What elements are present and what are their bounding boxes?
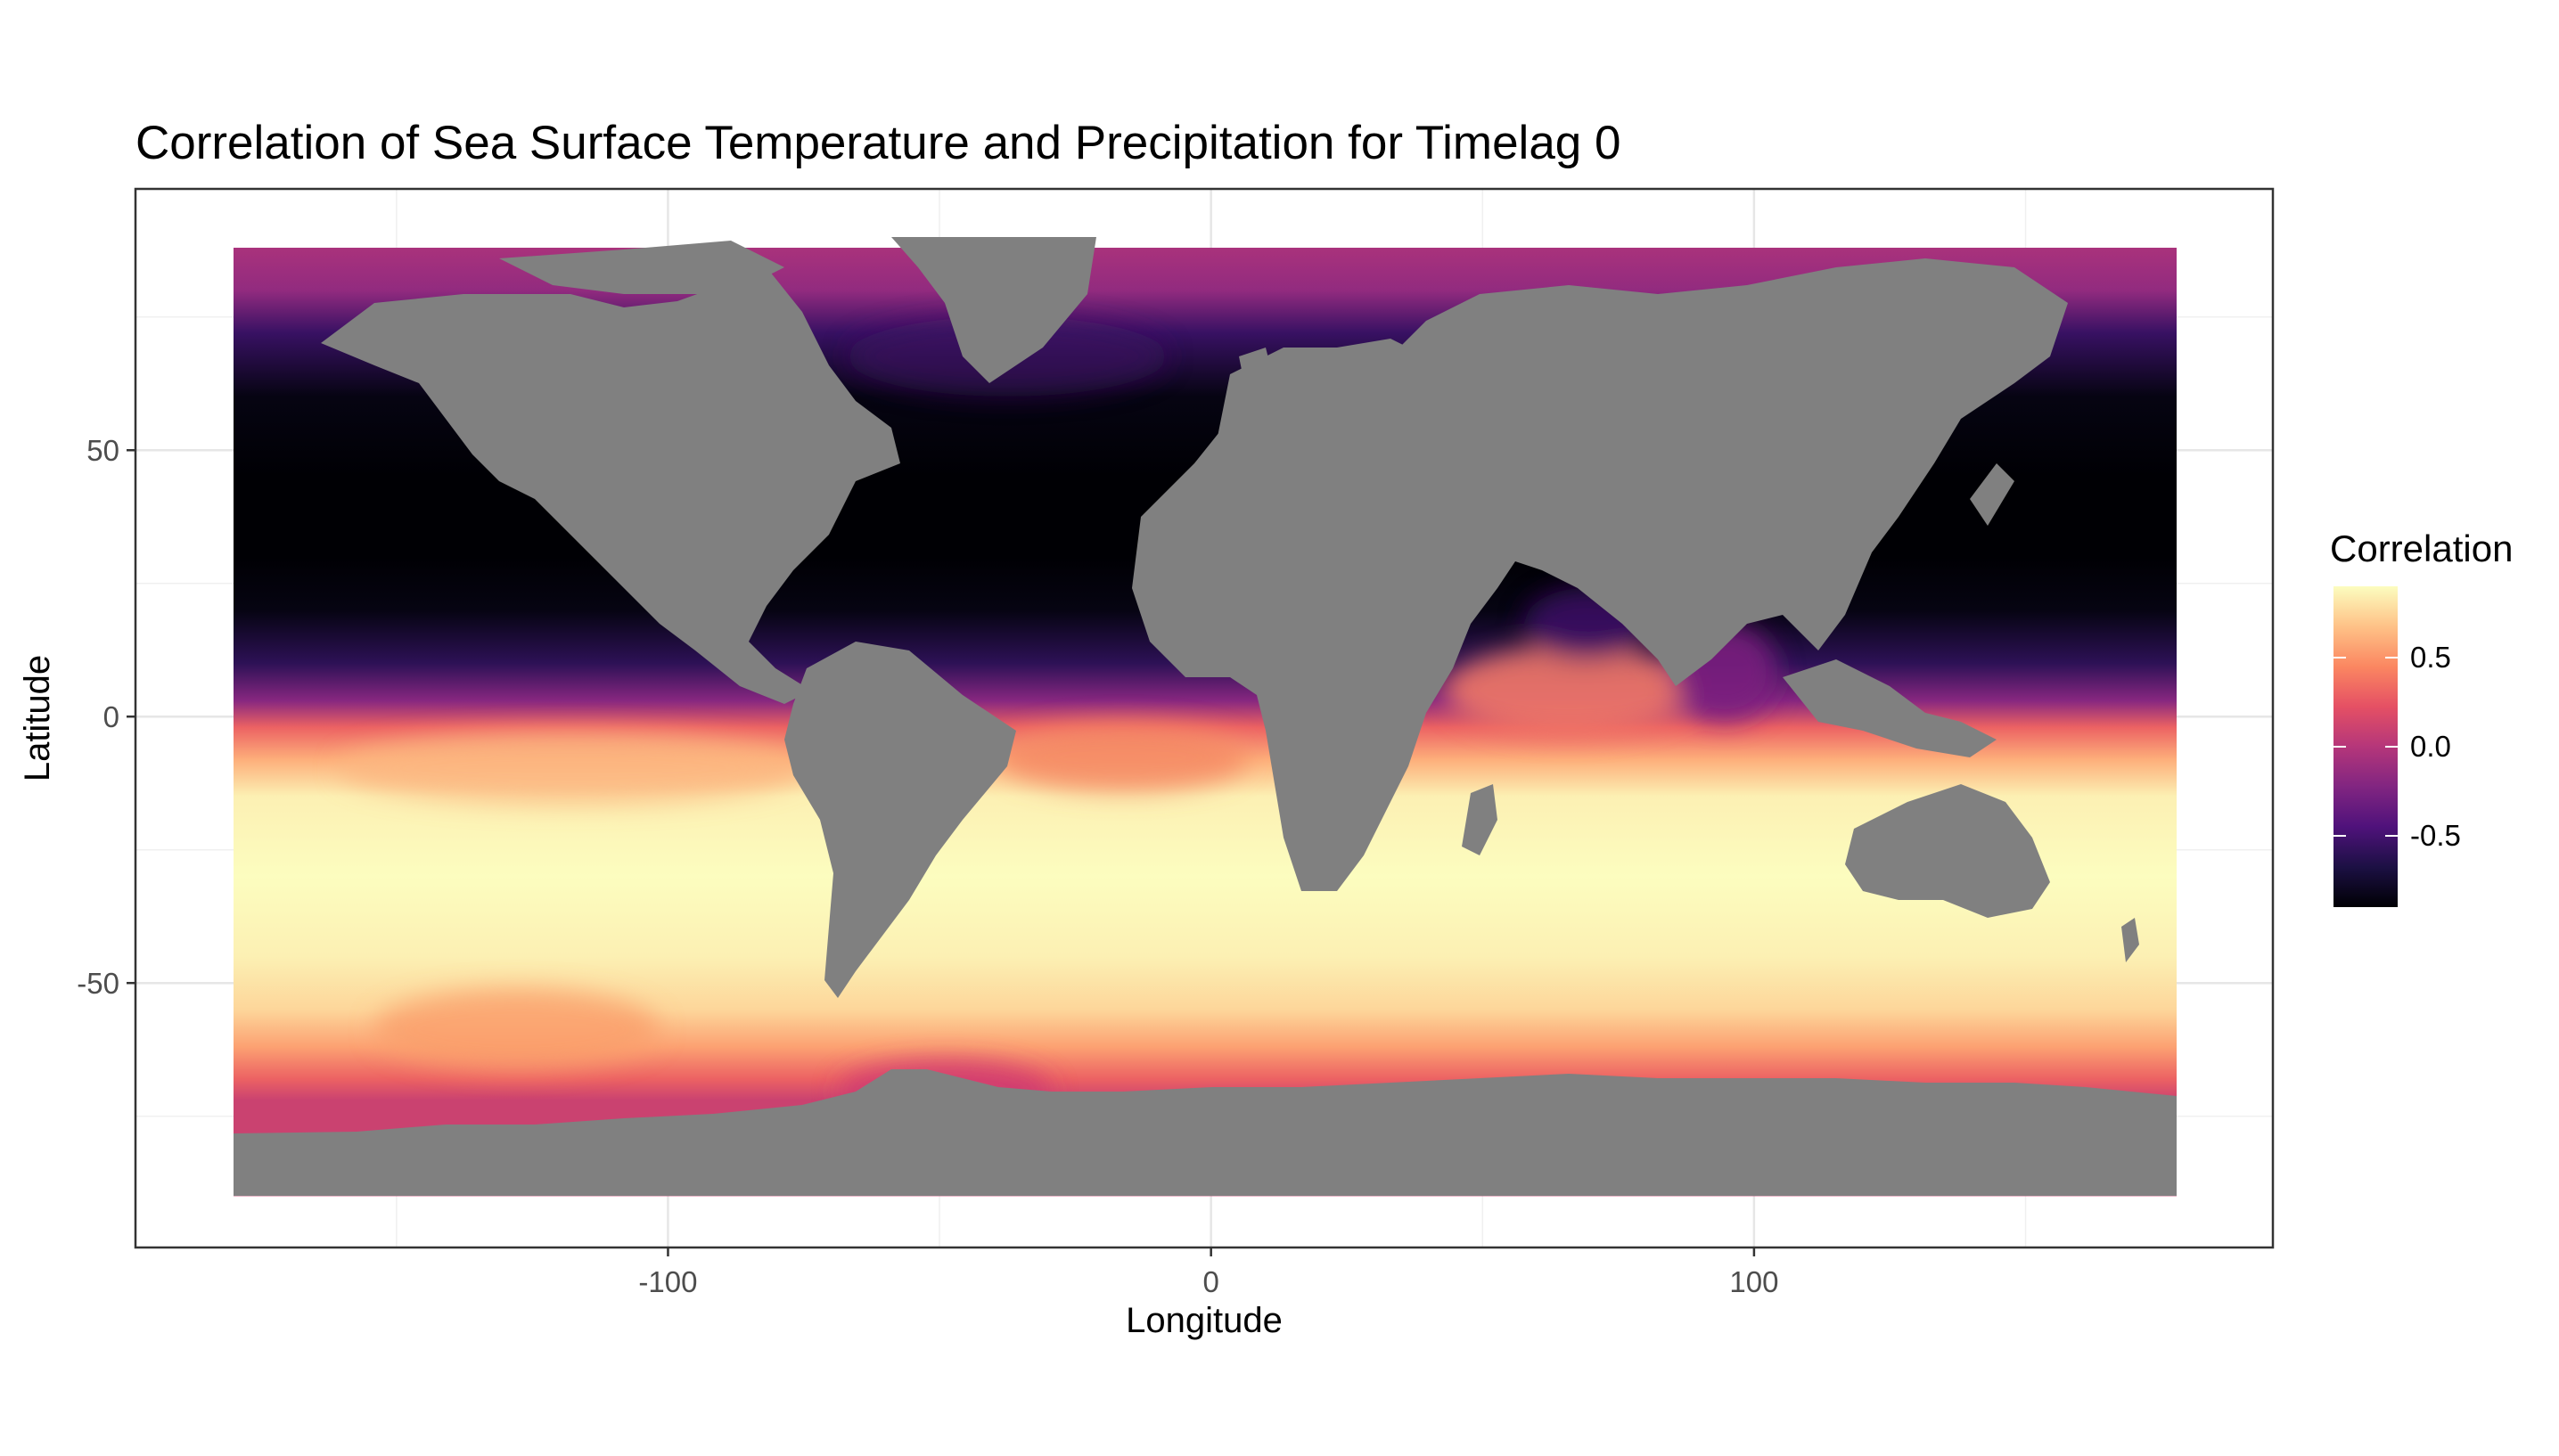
- antarctica: [234, 1069, 2177, 1196]
- x-axis-ticks: -100 0 100: [638, 1247, 1778, 1298]
- arctic-archipelago: [499, 241, 784, 294]
- legend: Correlation 0.5 0.0 -0.5: [2330, 528, 2513, 907]
- legend-tick-label: -0.5: [2410, 819, 2461, 852]
- y-tick-label: -50: [77, 967, 119, 1000]
- y-tick-label: 0: [103, 700, 119, 733]
- south-america: [784, 642, 1016, 998]
- british-isles: [1239, 348, 1275, 401]
- south-pacific-band: [374, 989, 660, 1069]
- y-axis-label: Latitude: [18, 655, 57, 781]
- north-america: [321, 267, 900, 704]
- legend-tick-label: 0.0: [2410, 730, 2451, 763]
- plot-border: [134, 187, 2275, 1249]
- legend-title: Correlation: [2330, 528, 2513, 569]
- legend-ticks: 0.5 0.0 -0.5: [2333, 641, 2461, 852]
- x-tick-label: 0: [1202, 1265, 1218, 1298]
- australia: [1845, 784, 2050, 918]
- chart-title: Correlation of Sea Surface Temperature a…: [135, 117, 1620, 169]
- atlantic-equatorial-band: [998, 724, 1248, 791]
- legend-tick-label: 0.5: [2410, 641, 2451, 674]
- pacific-warm-tongue: [339, 732, 802, 804]
- x-tick-label: 100: [1729, 1265, 1778, 1298]
- greenland: [891, 237, 1096, 383]
- southeast-asia-islands: [1783, 659, 1997, 757]
- madagascar: [1462, 784, 1497, 855]
- indian-ocean-west: [1444, 646, 1694, 735]
- x-axis-label: Longitude: [1126, 1301, 1283, 1340]
- y-tick-label: 50: [86, 434, 119, 467]
- new-zealand: [2121, 918, 2139, 962]
- x-tick-label: -100: [638, 1265, 697, 1298]
- map-layer: [234, 237, 2177, 1197]
- land-masses: [234, 237, 2177, 1196]
- japan: [1970, 463, 2014, 526]
- y-axis-ticks: -50 0 50: [77, 434, 135, 1000]
